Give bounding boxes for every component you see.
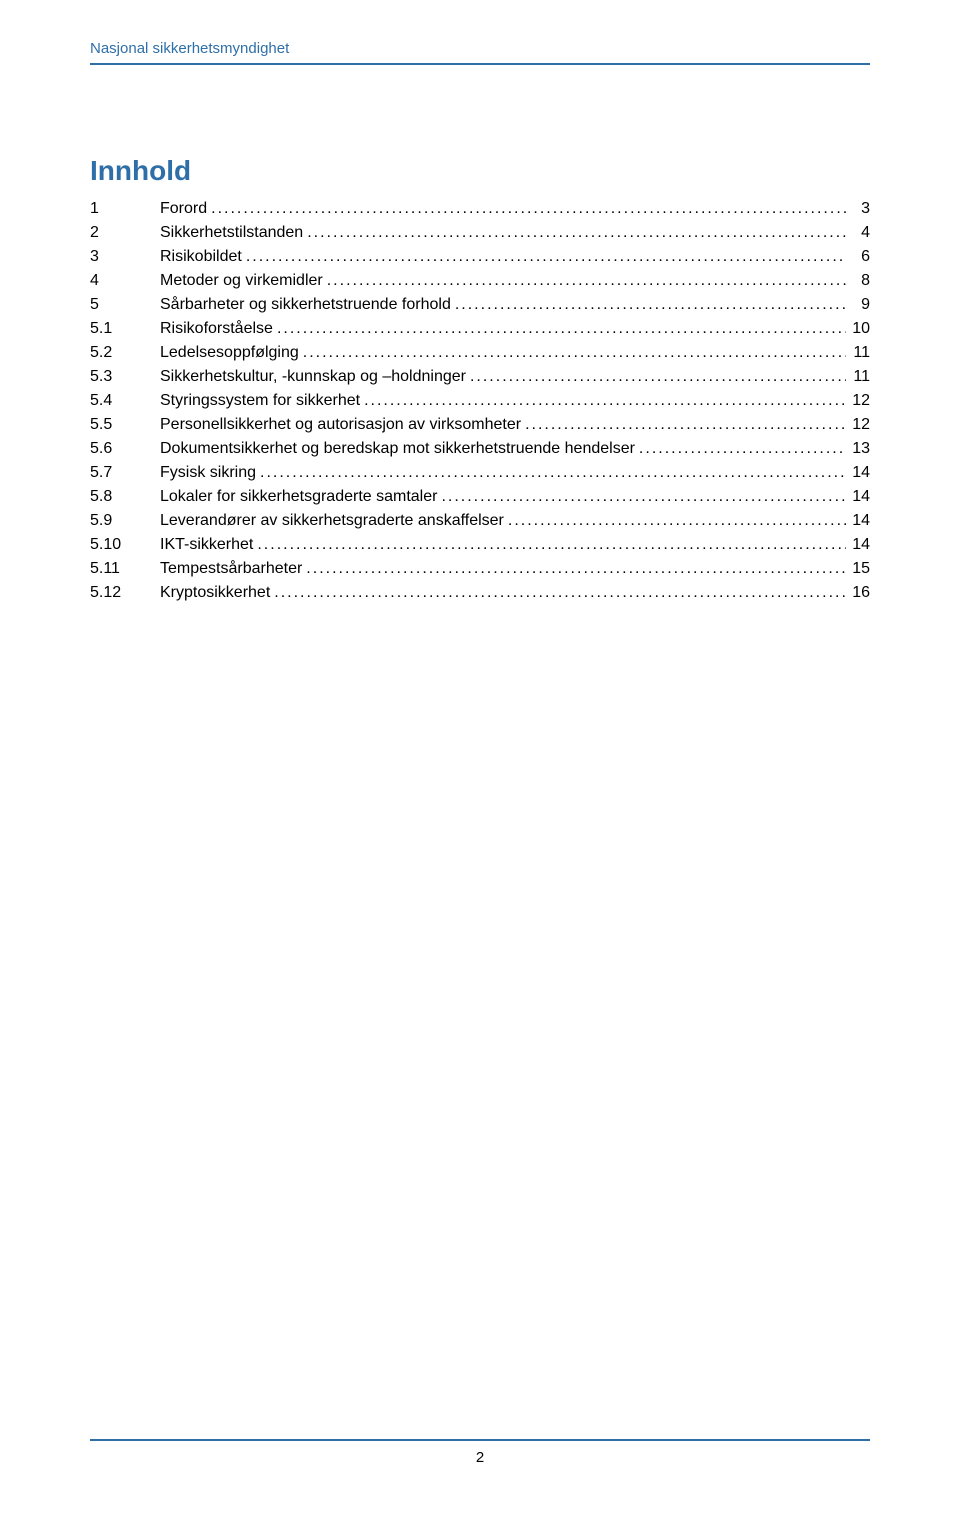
toc-entry-page: 14: [846, 509, 870, 533]
toc-leader-dots: [451, 293, 846, 317]
toc-leader-dots: [242, 245, 846, 269]
toc-entry-label: Dokumentsikkerhet og beredskap mot sikke…: [160, 437, 635, 461]
toc-entry-page: 15: [846, 557, 870, 581]
toc-entry: 5.9Leverandører av sikkerhetsgraderte an…: [90, 509, 870, 533]
toc-entry: 5.2Ledelsesoppfølging 11: [90, 341, 870, 365]
toc-leader-dots: [303, 221, 846, 245]
toc-entry-number: 5.3: [90, 365, 160, 389]
toc-entry-number: 2: [90, 221, 160, 245]
table-of-contents: 1Forord32Sikkerhetstilstanden43Risikobil…: [90, 197, 870, 605]
toc-entry-number: 5.4: [90, 389, 160, 413]
toc-entry-page: 11: [846, 365, 870, 389]
toc-entry: 3Risikobildet 6: [90, 245, 870, 269]
page-number: 2: [90, 1449, 870, 1466]
toc-entry-number: 5: [90, 293, 160, 317]
toc-entry: 5.12Kryptosikkerhet 16: [90, 581, 870, 605]
toc-leader-dots: [273, 317, 846, 341]
toc-leader-dots: [207, 197, 846, 221]
toc-entry-number: 5.2: [90, 341, 160, 365]
toc-leader-dots: [302, 557, 846, 581]
document-page: Nasjonal sikkerhetsmyndighet Innhold 1Fo…: [0, 0, 960, 1516]
toc-entry-page: 4: [846, 221, 870, 245]
toc-entry-page: 6: [846, 245, 870, 269]
toc-entry: 1Forord 3: [90, 197, 870, 221]
toc-entry-page: 16: [846, 581, 870, 605]
toc-entry-number: 5.5: [90, 413, 160, 437]
toc-leader-dots: [504, 509, 846, 533]
toc-entry-label: Styringssystem for sikkerhet: [160, 389, 360, 413]
toc-entry: 5.11Tempestsårbarheter 15: [90, 557, 870, 581]
toc-entry-number: 5.9: [90, 509, 160, 533]
toc-entry-number: 5.7: [90, 461, 160, 485]
toc-entry-label: Sikkerhetstilstanden: [160, 221, 303, 245]
toc-entry-page: 12: [846, 413, 870, 437]
toc-entry-page: 14: [846, 485, 870, 509]
toc-entry-number: 4: [90, 269, 160, 293]
toc-entry: 5.8Lokaler for sikkerhetsgraderte samtal…: [90, 485, 870, 509]
toc-entry-page: 3: [846, 197, 870, 221]
toc-entry-label: IKT-sikkerhet: [160, 533, 253, 557]
toc-entry-label: Sårbarheter og sikkerhetstruende forhold: [160, 293, 451, 317]
toc-entry-number: 5.1: [90, 317, 160, 341]
toc-entry-page: 12: [846, 389, 870, 413]
toc-entry-page: 14: [846, 461, 870, 485]
toc-entry-number: 5.10: [90, 533, 160, 557]
toc-entry-label: Tempestsårbarheter: [160, 557, 302, 581]
toc-leader-dots: [466, 365, 846, 389]
toc-entry-number: 5.11: [90, 557, 160, 581]
toc-entry-page: 8: [846, 269, 870, 293]
toc-entry-page: 10: [846, 317, 870, 341]
footer-rule: [90, 1439, 870, 1441]
toc-title: Innhold: [90, 155, 870, 187]
toc-leader-dots: [299, 341, 846, 365]
toc-entry: 5.7Fysisk sikring 14: [90, 461, 870, 485]
toc-entry-page: 9: [846, 293, 870, 317]
toc-entry: 5.6Dokumentsikkerhet og beredskap mot si…: [90, 437, 870, 461]
toc-leader-dots: [323, 269, 846, 293]
toc-entry-number: 5.8: [90, 485, 160, 509]
toc-entry: 4Metoder og virkemidler 8: [90, 269, 870, 293]
toc-entry: 5Sårbarheter og sikkerhetstruende forhol…: [90, 293, 870, 317]
toc-entry: 5.5Personellsikkerhet og autorisasjon av…: [90, 413, 870, 437]
toc-entry-label: Leverandører av sikkerhetsgraderte anska…: [160, 509, 504, 533]
toc-entry: 5.10IKT-sikkerhet 14: [90, 533, 870, 557]
toc-entry: 5.3Sikkerhetskultur, -kunnskap og –holdn…: [90, 365, 870, 389]
toc-entry: 5.1Risikoforståelse 10: [90, 317, 870, 341]
toc-entry-label: Risikobildet: [160, 245, 242, 269]
toc-leader-dots: [635, 437, 846, 461]
toc-entry-page: 13: [846, 437, 870, 461]
toc-entry-label: Risikoforståelse: [160, 317, 273, 341]
page-footer: 2: [90, 1439, 870, 1466]
toc-leader-dots: [437, 485, 846, 509]
toc-leader-dots: [256, 461, 846, 485]
page-header: Nasjonal sikkerhetsmyndighet: [90, 40, 870, 65]
toc-entry-number: 1: [90, 197, 160, 221]
toc-entry-page: 14: [846, 533, 870, 557]
toc-entry-label: Sikkerhetskultur, -kunnskap og –holdning…: [160, 365, 466, 389]
toc-leader-dots: [360, 389, 846, 413]
toc-entry: 2Sikkerhetstilstanden 4: [90, 221, 870, 245]
toc-entry-label: Fysisk sikring: [160, 461, 256, 485]
toc-entry-label: Personellsikkerhet og autorisasjon av vi…: [160, 413, 521, 437]
toc-entry-number: 5.6: [90, 437, 160, 461]
toc-entry-label: Ledelsesoppfølging: [160, 341, 299, 365]
toc-leader-dots: [253, 533, 846, 557]
toc-entry-number: 3: [90, 245, 160, 269]
toc-entry-number: 5.12: [90, 581, 160, 605]
toc-entry-label: Lokaler for sikkerhetsgraderte samtaler: [160, 485, 437, 509]
toc-entry-label: Kryptosikkerhet: [160, 581, 270, 605]
toc-leader-dots: [521, 413, 846, 437]
toc-entry: 5.4Styringssystem for sikkerhet 12: [90, 389, 870, 413]
toc-leader-dots: [270, 581, 846, 605]
toc-entry-label: Metoder og virkemidler: [160, 269, 323, 293]
toc-entry-label: Forord: [160, 197, 207, 221]
toc-entry-page: 11: [846, 341, 870, 365]
